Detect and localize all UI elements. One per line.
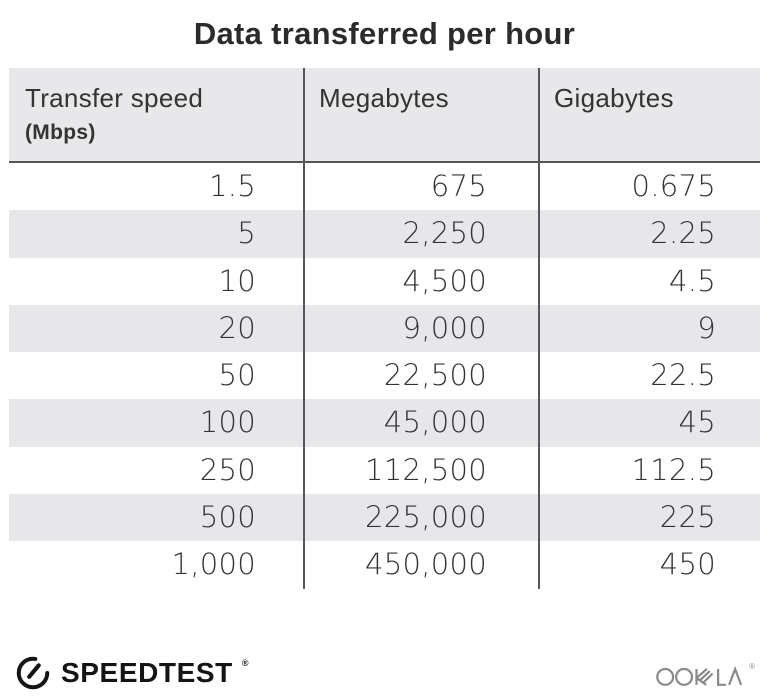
table-row: 1.5 675 0.675	[9, 163, 760, 210]
cell-transfer-speed: 1,000	[171, 547, 256, 582]
data-table: Transfer speed (Mbps) Megabytes Gigabyte…	[9, 68, 760, 589]
cell-gigabytes: 2.25	[650, 216, 716, 251]
cell-transfer-speed: 50	[218, 358, 256, 393]
table-header-row: Transfer speed (Mbps) Megabytes Gigabyte…	[9, 68, 760, 163]
table-row: 10 4,500 4.5	[9, 258, 760, 305]
speedtest-logo: SPEEDTEST ®	[14, 654, 249, 692]
cell-transfer-speed: 5	[237, 216, 256, 251]
table-row: 1,000 450,000 450	[9, 541, 760, 588]
ookla-wordmark-icon	[656, 665, 743, 686]
page-title: Data transferred per hour	[193, 16, 576, 51]
table-row: 250 112,500 112.5	[9, 447, 760, 494]
cell-megabytes: 45,000	[383, 405, 487, 440]
cell-transfer-speed: 1.5	[208, 169, 256, 203]
cell-megabytes: 675	[430, 169, 487, 203]
cell-transfer-speed: 500	[199, 500, 256, 535]
registered-mark: ®	[241, 658, 249, 668]
column-header-megabytes: Megabytes	[303, 68, 538, 161]
registered-mark: ®	[749, 662, 755, 671]
cell-gigabytes: 225	[659, 500, 716, 535]
table-row: 50 22,500 22.5	[9, 352, 760, 399]
cell-megabytes: 4,500	[402, 263, 487, 298]
cell-transfer-speed: 20	[218, 310, 256, 345]
cell-gigabytes: 9	[697, 310, 716, 345]
cell-gigabytes: 22.5	[650, 358, 716, 393]
cell-megabytes: 2,250	[402, 216, 487, 251]
cell-megabytes: 22,500	[383, 358, 487, 393]
speedtest-wordmark: SPEEDTEST	[61, 657, 233, 688]
table-row: 100 45,000 45	[9, 399, 760, 447]
table-row: 5 2,250 2.25	[9, 210, 760, 258]
column-header-label: Gigabytes	[554, 83, 674, 113]
cell-megabytes: 9,000	[402, 310, 487, 345]
column-header-transfer-speed: Transfer speed (Mbps)	[9, 68, 303, 161]
column-header-label: Transfer speed	[25, 83, 204, 113]
table-body: 1.5 675 0.675 5 2,250 2.25 10 4,500 4.5 …	[9, 163, 760, 589]
speedtest-gauge-icon	[16, 656, 50, 690]
cell-gigabytes: 112.5	[631, 452, 716, 487]
column-header-label: Megabytes	[319, 83, 449, 113]
cell-transfer-speed: 100	[199, 405, 256, 440]
table-row: 500 225,000 225	[9, 494, 760, 542]
column-header-gigabytes: Gigabytes	[538, 68, 760, 161]
cell-gigabytes: 0.675	[631, 169, 716, 203]
table-row: 20 9,000 9	[9, 304, 760, 353]
ookla-logo: ®	[656, 658, 755, 688]
column-header-unit: (Mbps)	[25, 121, 96, 144]
column-divider	[303, 68, 305, 589]
cell-transfer-speed: 10	[218, 263, 256, 298]
cell-transfer-speed: 250	[199, 452, 256, 487]
cell-gigabytes: 4.5	[668, 263, 716, 298]
cell-megabytes: 225,000	[364, 500, 487, 535]
cell-gigabytes: 45	[678, 405, 716, 440]
column-divider	[538, 68, 540, 589]
footer: SPEEDTEST ® ®	[14, 650, 755, 696]
cell-megabytes: 450,000	[364, 547, 487, 582]
cell-gigabytes: 450	[659, 547, 716, 582]
cell-megabytes: 112,500	[364, 452, 487, 487]
